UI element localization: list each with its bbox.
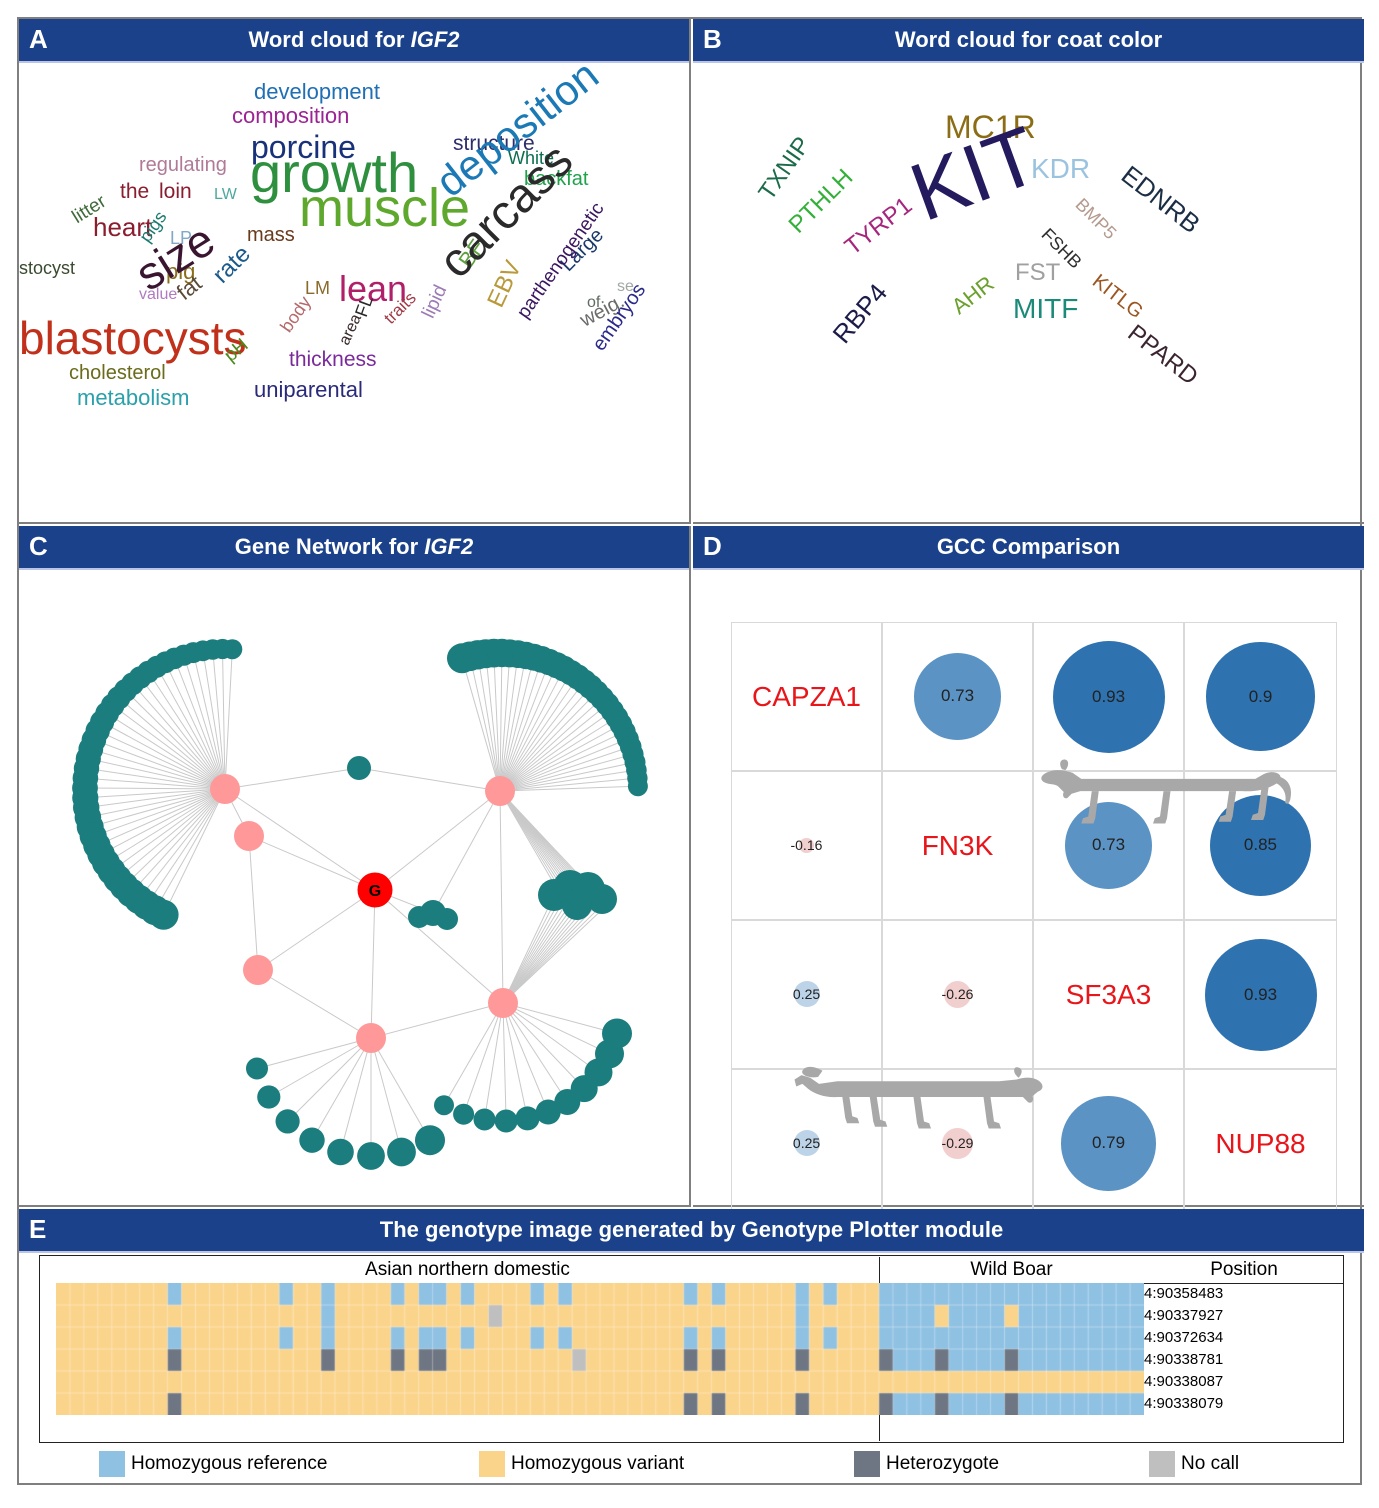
svg-text:G: G: [369, 883, 381, 900]
